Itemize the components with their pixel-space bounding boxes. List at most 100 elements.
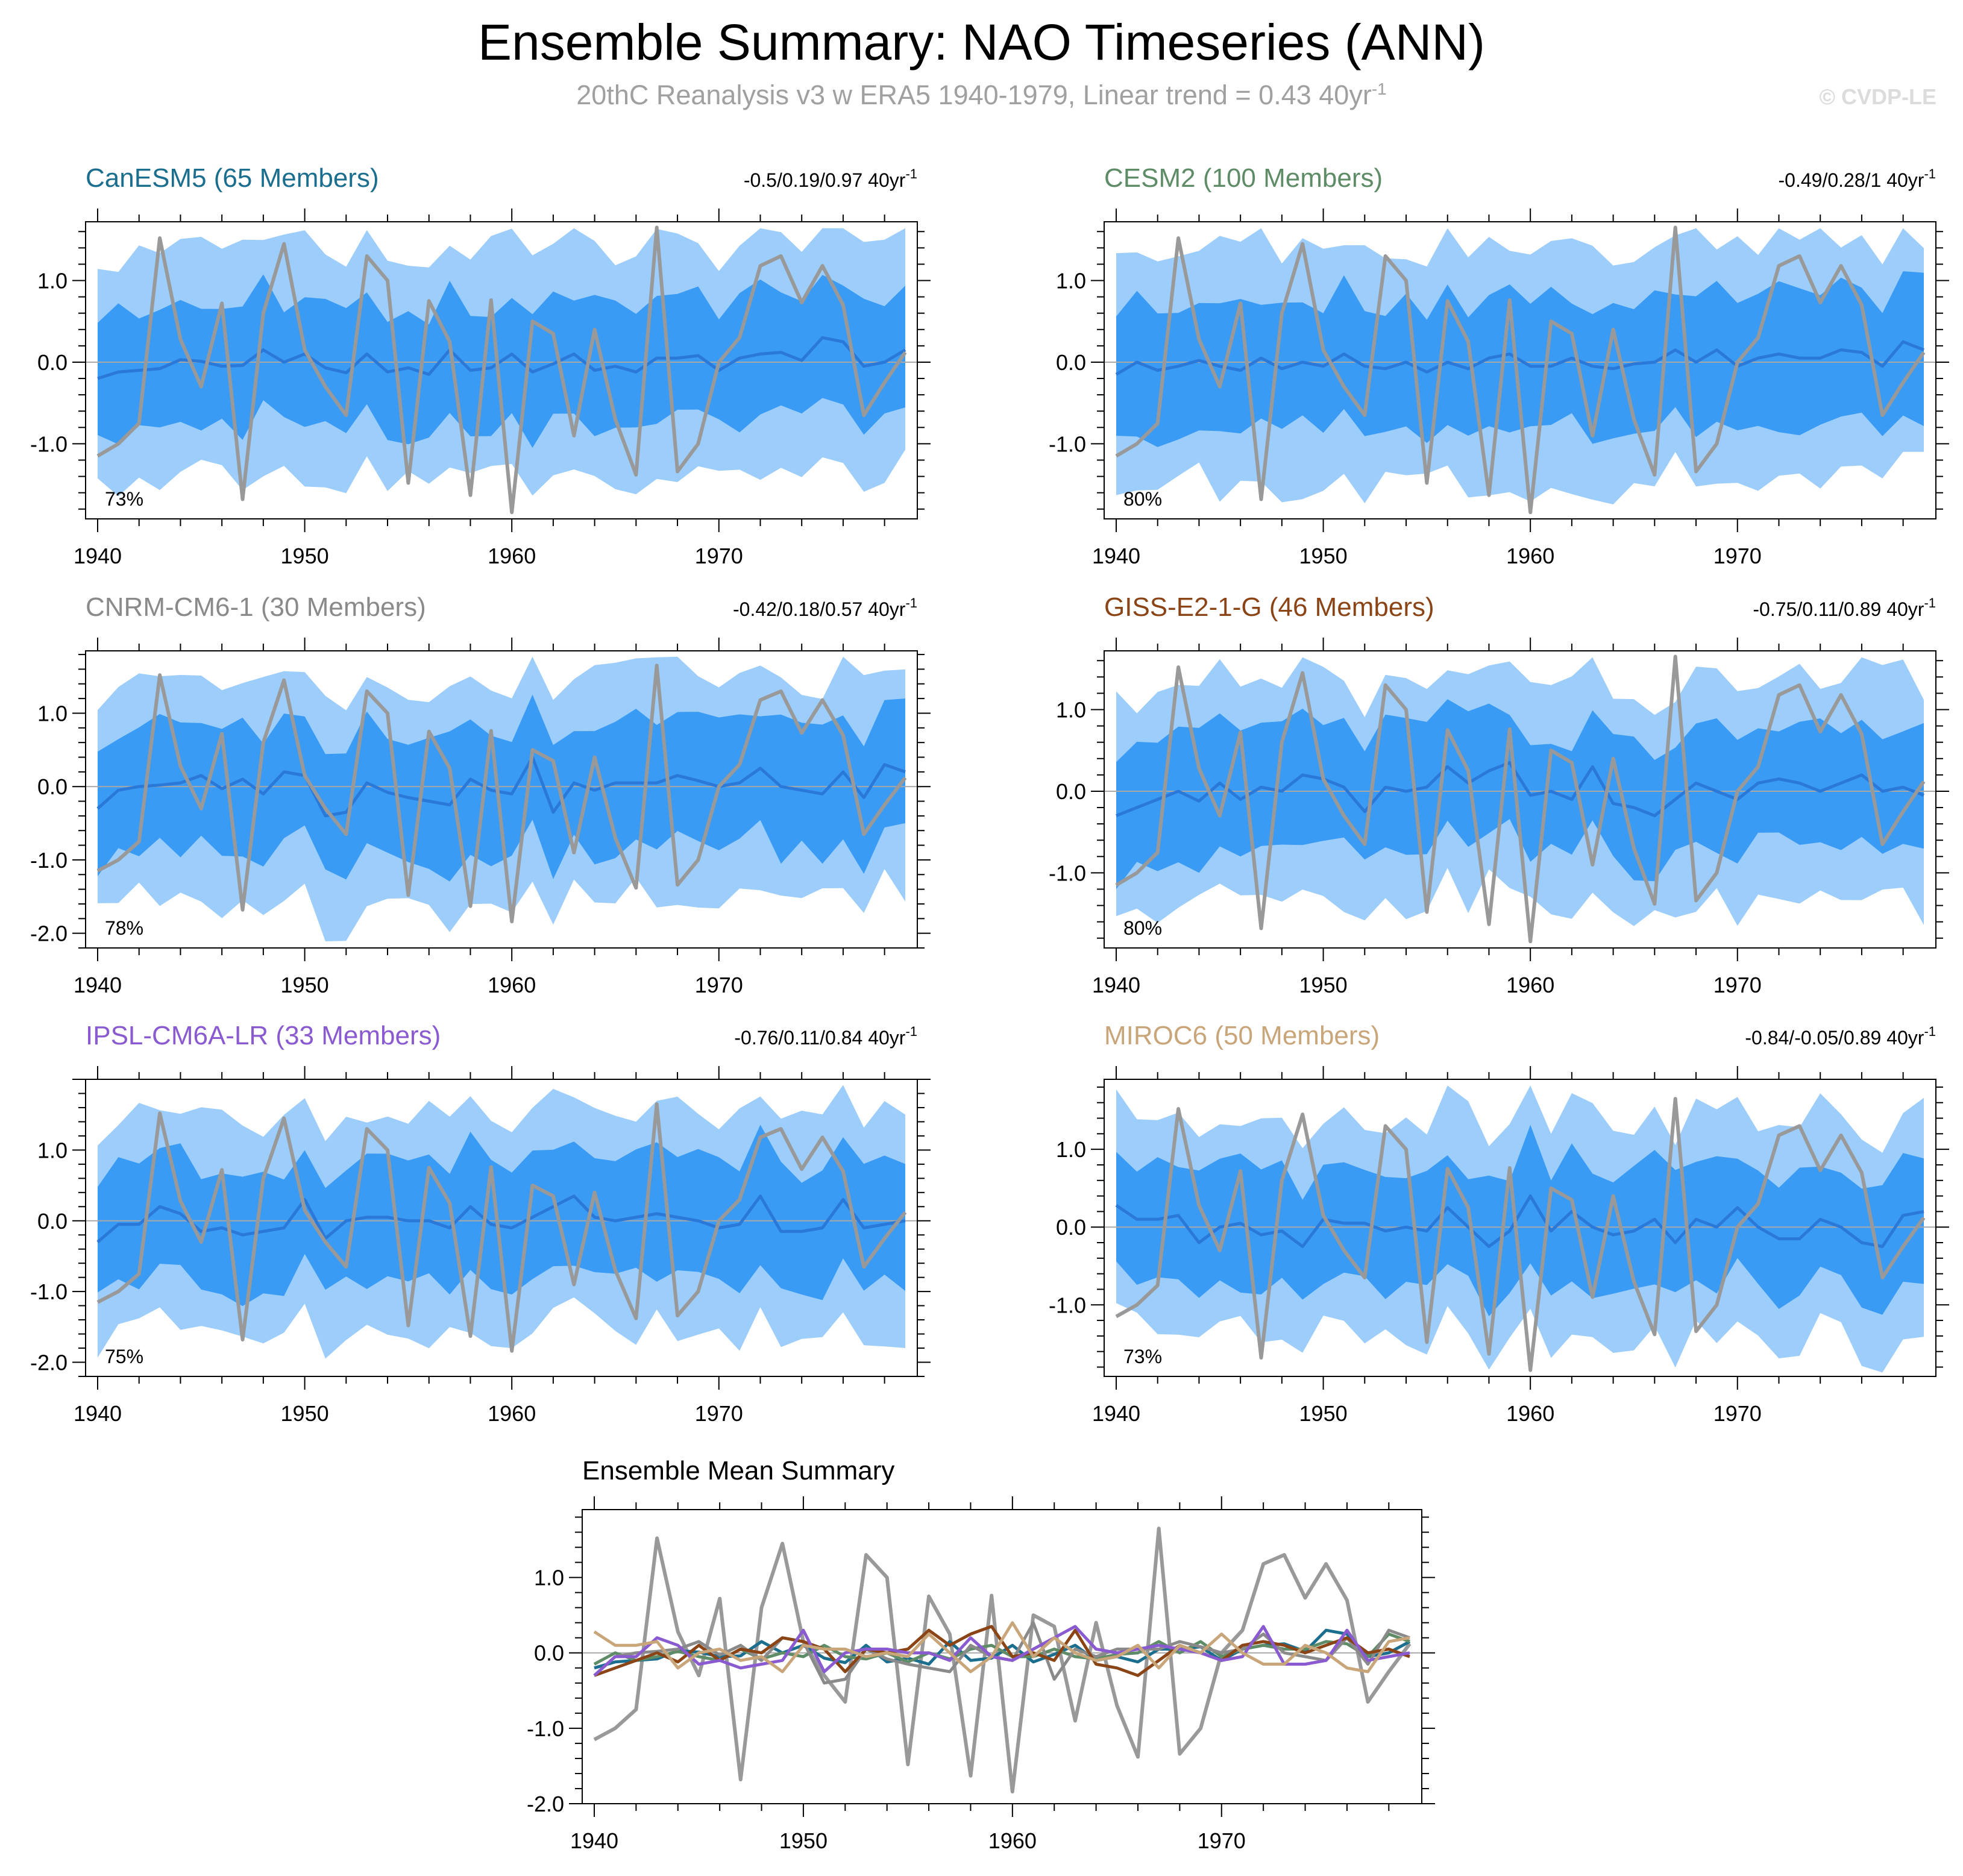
ensemble-mean-line	[96, 756, 906, 818]
panel-percentile-label: 78%	[105, 917, 143, 939]
panel-trend-value: -0.5/0.19/0.97 40yr	[744, 169, 906, 191]
panel-x-tick-label: 1950	[1299, 973, 1348, 997]
panel-y-tick-label: 1.0	[37, 701, 68, 726]
panel-title: CanESM5 (65 Members)	[86, 163, 379, 193]
panel-percentile-label: 73%	[1123, 1346, 1162, 1367]
panel-trend-value: -0.75/0.11/0.89 40yr	[1753, 598, 1924, 620]
panel-percentile-label: 80%	[1123, 917, 1162, 939]
panel-x-tick-label: 1970	[1713, 1401, 1762, 1426]
panel-y-tick-label: 0.0	[37, 1209, 68, 1234]
ensemble-mean-line	[1115, 340, 1924, 376]
panel-y-tick-label: 1.0	[1056, 1137, 1086, 1162]
panel-y-tick-label: -1.0	[1049, 431, 1086, 456]
observed-line	[96, 1102, 907, 1353]
panel-x-tick-label: 1970	[1713, 544, 1762, 568]
panel-y-tick-label: -2.0	[30, 1351, 68, 1375]
summary-y-tick-label: 1.0	[534, 1566, 564, 1590]
panel-frame	[85, 650, 918, 949]
panel-ipsl-cm6a-lr: 1940 1950 1960 1970 1.0 0.0 -1.0 -2.0 IPSL-CM6A-…	[30, 1021, 931, 1426]
panel-x-tick-label: 1960	[1506, 973, 1554, 997]
subtitle-exponent: -1	[1371, 80, 1387, 98]
panel-trend-value: -0.42/0.18/0.57 40yr	[733, 598, 906, 620]
panel-x-tick-label: 1970	[1713, 973, 1762, 997]
panel-x-tick-label: 1950	[1299, 1401, 1348, 1426]
panel-trend-exponent: -1	[905, 166, 917, 181]
summary-frame	[582, 1509, 1422, 1804]
panel-x-tick-label: 1940	[74, 1401, 122, 1426]
summary-panel: Ensemble Mean Summary 1940 1950 1960 1970 1.0…	[527, 1456, 1435, 1853]
observed-line	[96, 664, 907, 924]
panel-frame	[1104, 1079, 1936, 1377]
panel-miroc6: 1940 1950 1960 1970 1.0 0.0 -1.0 MIROC6 (50 Mem…	[1049, 1021, 1949, 1426]
panel-y-tick-label: -1.0	[30, 431, 68, 456]
panel-canesm5: 1940 1950 1960 1970 1.0 0.0 -1.0 CanESM5 (65 Me…	[30, 163, 931, 568]
panel-trend: -0.84/-0.05/0.89 40yr-1	[1745, 1024, 1936, 1049]
panel-x-tick-label: 1970	[695, 973, 743, 997]
plot-area	[86, 656, 917, 941]
panel-trend-exponent: -1	[905, 1024, 917, 1039]
panel-y-tick-label: 1.0	[37, 1138, 68, 1162]
panel-trend-value: -0.76/0.11/0.84 40yr	[734, 1027, 905, 1049]
summary-plot-area	[582, 1526, 1422, 1793]
panel-frame	[85, 1079, 918, 1377]
panel-trend: -0.42/0.18/0.57 40yr-1	[733, 595, 917, 620]
panel-trend-exponent: -1	[1924, 166, 1936, 181]
panel-y-tick-label: -1.0	[1049, 1293, 1086, 1317]
panel-frame	[85, 221, 918, 519]
panel-trend: -0.75/0.11/0.89 40yr-1	[1753, 595, 1936, 620]
plot-area	[1104, 1085, 1936, 1373]
summary-x-tick-label: 1940	[570, 1828, 618, 1853]
panel-x-tick-label: 1950	[281, 1401, 329, 1426]
plot-area	[86, 225, 917, 515]
panel-giss-e2-1-g: 1940 1950 1960 1970 1.0 0.0 -1.0 GISS-E2-1-G (4…	[1049, 592, 1949, 997]
subtitle-text: 20thC Reanalysis v3 w ERA5 1940-1979, Li…	[576, 80, 1372, 110]
ensemble-mean-line	[1116, 761, 1924, 818]
panel-trend-exponent: -1	[1924, 1024, 1936, 1039]
panel-x-tick-label: 1940	[1092, 544, 1140, 568]
summary-x-tick-label: 1950	[779, 1828, 828, 1853]
panel-cnrm-cm6-1: 1940 1950 1960 1970 1.0 0.0 -1.0 -2.0 CNRM-CM6-1…	[30, 592, 931, 997]
panel-trend-value: -0.49/0.28/1 40yr	[1779, 169, 1924, 191]
panel-trend-value: -0.84/-0.05/0.89 40yr	[1745, 1027, 1924, 1049]
panel-trend-exponent: -1	[905, 595, 917, 610]
summary-y-tick-label: -1.0	[527, 1716, 564, 1741]
panel-y-tick-label: 0.0	[1056, 779, 1086, 804]
panel-x-tick-label: 1940	[74, 973, 122, 997]
plot-area	[1104, 225, 1936, 515]
panel-title: MIROC6 (50 Members)	[1104, 1021, 1380, 1050]
summary-title: Ensemble Mean Summary	[582, 1456, 894, 1485]
panel-percentile-label: 73%	[105, 488, 143, 510]
panel-trend-exponent: -1	[1924, 595, 1936, 610]
observed-line	[1115, 654, 1926, 944]
figure-subtitle: 20thC Reanalysis v3 w ERA5 1940-1979, Li…	[0, 80, 1963, 111]
panel-y-tick-label: 1.0	[1056, 698, 1086, 723]
panel-x-tick-label: 1940	[74, 544, 122, 568]
panel-x-tick-label: 1950	[281, 973, 329, 997]
panel-title: CESM2 (100 Members)	[1104, 163, 1383, 193]
panel-x-tick-label: 1960	[488, 544, 536, 568]
panel-trend: -0.76/0.11/0.84 40yr-1	[734, 1024, 917, 1049]
panel-y-tick-label: -1.0	[30, 1279, 68, 1304]
panel-percentile-label: 80%	[1123, 488, 1162, 510]
panel-x-tick-label: 1940	[1092, 1401, 1140, 1426]
panel-y-tick-label: 1.0	[1056, 269, 1086, 293]
panel-trend: -0.49/0.28/1 40yr-1	[1779, 166, 1936, 191]
ensemble-mean-line	[97, 336, 906, 380]
summary-x-tick-label: 1970	[1198, 1828, 1246, 1853]
inner-spread-band	[98, 694, 905, 882]
summary-mean-line-miroc6	[593, 1621, 1410, 1674]
panel-y-tick-label: 0.0	[37, 350, 68, 375]
panel-trend: -0.5/0.19/0.97 40yr-1	[744, 166, 917, 191]
summary-mean-line-ipsl-cm6a-lr	[593, 1625, 1410, 1677]
panel-percentile-label: 75%	[105, 1346, 143, 1367]
panel-y-tick-label: -1.0	[1049, 861, 1086, 885]
panel-title: CNRM-CM6-1 (30 Members)	[86, 592, 426, 622]
panel-title: GISS-E2-1-G (46 Members)	[1104, 592, 1434, 622]
panel-x-tick-label: 1960	[1506, 1401, 1554, 1426]
panel-y-tick-label: 1.0	[37, 269, 68, 293]
inner-spread-band	[98, 1125, 905, 1307]
panel-y-tick-label: 0.0	[1056, 1215, 1086, 1240]
summary-x-tick-label: 1960	[988, 1828, 1037, 1853]
panel-y-tick-label: 0.0	[1056, 350, 1086, 375]
